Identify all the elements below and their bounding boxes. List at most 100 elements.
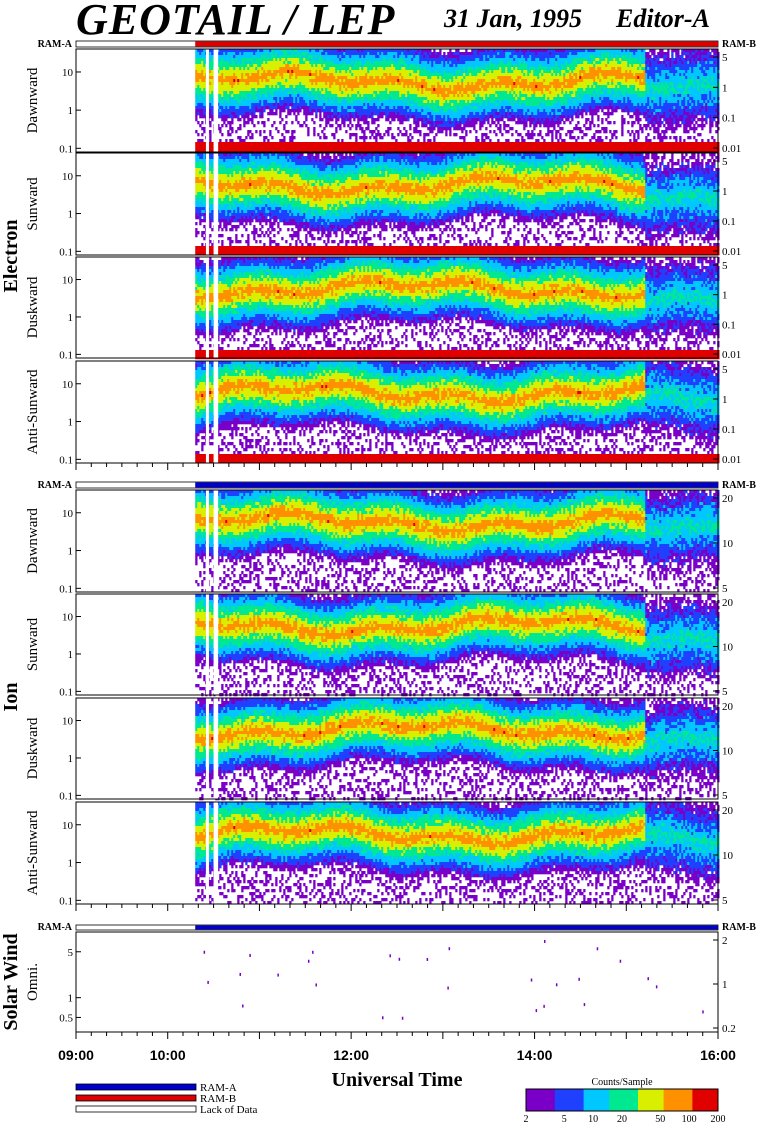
heatmap-cell [393, 64, 395, 67]
heatmap-cell [353, 85, 355, 88]
heatmap-cell [267, 148, 269, 151]
panel-dawnward: Dawnward 1010.1510.10.01 [25, 49, 741, 155]
heatmap-cell [321, 82, 323, 85]
heatmap-cell [339, 142, 341, 145]
heatmap-cell [429, 94, 431, 97]
heatmap-cell [291, 94, 293, 97]
heatmap-cell [367, 58, 369, 61]
heatmap-cell [431, 67, 433, 70]
heatmap-cell [297, 112, 299, 115]
heatmap-cell [335, 100, 337, 103]
heatmap-cell [493, 97, 495, 100]
heatmap-cell [429, 76, 431, 79]
heatmap-cell [295, 100, 297, 103]
heatmap-cell [409, 127, 411, 130]
heatmap-cell [323, 142, 325, 145]
heatmap-cell [235, 100, 237, 103]
heatmap-cell [355, 136, 357, 139]
heatmap-cell [349, 91, 351, 94]
heatmap-cell [365, 64, 367, 67]
heatmap-cell [475, 79, 477, 82]
heatmap-cell [489, 58, 491, 61]
heatmap-cell [319, 145, 321, 148]
heatmap-cell [279, 55, 281, 58]
heatmap-cell [389, 64, 391, 67]
heatmap-cell [319, 88, 321, 91]
heatmap-cell [303, 91, 305, 94]
heatmap-cell [433, 148, 435, 151]
heatmap-cell [309, 112, 311, 115]
heatmap-cell [221, 133, 223, 136]
heatmap-cell [275, 91, 277, 94]
heatmap-cell [305, 52, 307, 55]
heatmap-cell [397, 127, 399, 130]
heatmap-cell [375, 55, 377, 58]
heatmap-cell [257, 76, 259, 79]
heatmap-cell [245, 106, 247, 109]
heatmap-cell [265, 94, 267, 97]
heatmap-cell [499, 106, 501, 109]
heatmap-cell [485, 145, 487, 148]
heatmap-cell [197, 97, 199, 100]
heatmap-cell [365, 55, 367, 58]
heatmap-cell [407, 55, 409, 58]
heatmap-cell [495, 85, 497, 88]
heatmap-cell [265, 82, 267, 85]
heatmap-cell [449, 124, 451, 127]
heatmap-cell [383, 109, 385, 112]
heatmap-cell [267, 55, 269, 58]
heatmap-cell [509, 106, 511, 109]
heatmap-cell [361, 76, 363, 79]
heatmap-cell [477, 97, 479, 100]
heatmap-cell [485, 79, 487, 82]
heatmap-cell [413, 106, 415, 109]
heatmap-cell [313, 85, 315, 88]
heatmap-cell [289, 85, 291, 88]
heatmap-cell [427, 76, 429, 79]
heatmap-cell [493, 82, 495, 85]
heatmap-cell [347, 79, 349, 82]
heatmap-cell [437, 127, 439, 130]
heatmap-cell [275, 109, 277, 112]
heatmap-cell [507, 130, 509, 133]
heatmap-cell [477, 79, 479, 82]
heatmap-cell [509, 127, 511, 130]
heatmap-cell [507, 145, 509, 148]
heatmap-cell [445, 70, 447, 73]
heatmap-cell [479, 127, 481, 130]
heatmap-cell [271, 136, 273, 139]
heatmap-cell [445, 142, 447, 145]
heatmap-cell [437, 103, 439, 106]
heatmap-cell [395, 82, 397, 85]
heatmap-cell [505, 76, 507, 79]
heatmap-cell [225, 70, 227, 73]
heatmap-cell [323, 67, 325, 70]
heatmap-cell [355, 91, 357, 94]
heatmap-cell [307, 106, 309, 109]
heatmap-cell [381, 64, 383, 67]
heatmap-cell [383, 142, 385, 145]
heatmap-cell [483, 139, 485, 142]
heatmap-cell [231, 55, 233, 58]
heatmap-cell [329, 103, 331, 106]
heatmap-cell [361, 55, 363, 58]
heatmap-cell [343, 121, 345, 124]
heatmap-cell [459, 91, 461, 94]
heatmap-cell [437, 67, 439, 70]
heatmap-cell [293, 88, 295, 91]
heatmap-cell [281, 100, 283, 103]
heatmap-cell [379, 52, 381, 55]
heatmap-cell [503, 100, 505, 103]
heatmap-cell [387, 133, 389, 136]
heatmap-cell [447, 64, 449, 67]
heatmap-cell [451, 121, 453, 124]
heatmap-cell [237, 58, 239, 61]
heatmap-cell [353, 67, 355, 70]
heatmap-cell [249, 82, 251, 85]
heatmap-cell [423, 109, 425, 112]
heatmap-cell [241, 142, 243, 145]
heatmap-cell [407, 88, 409, 91]
heatmap-cell [245, 55, 247, 58]
heatmap-cell [323, 55, 325, 58]
heatmap-cell [435, 118, 437, 121]
